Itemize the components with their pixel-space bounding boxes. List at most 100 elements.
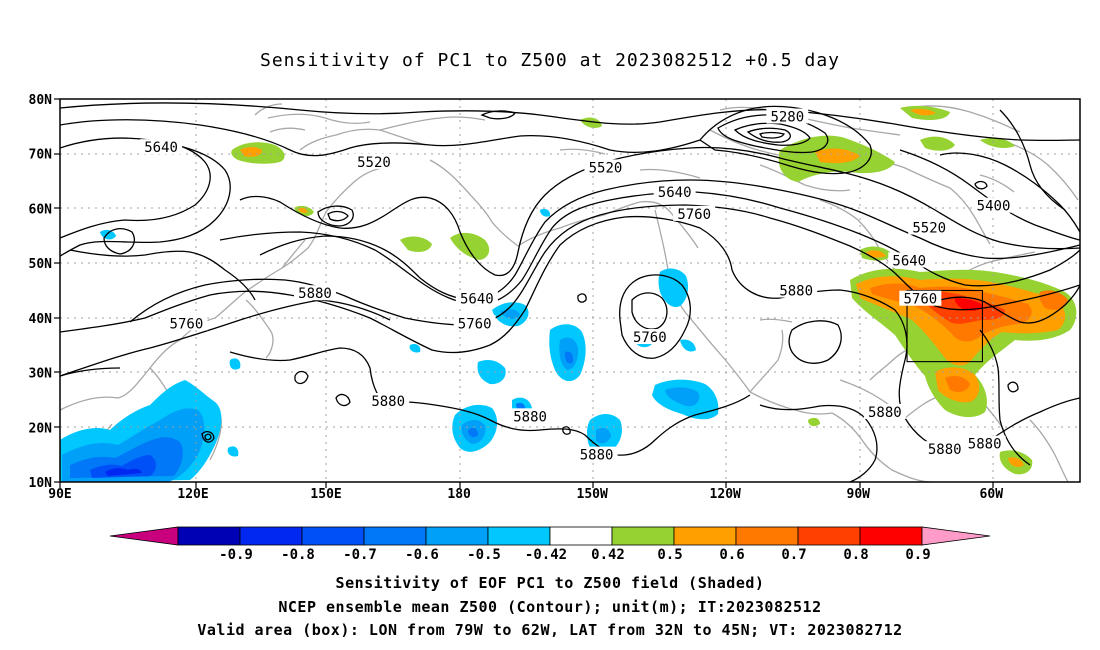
colorbar-label: -0.9: [219, 547, 253, 563]
contour-label: 5520: [357, 155, 391, 171]
contour-label-bg: [888, 252, 931, 268]
contour-label-bg: [509, 408, 552, 424]
contour-label: 5640: [460, 292, 494, 308]
colorbar-swatch: [735, 526, 799, 546]
contour-label-bg: [140, 139, 183, 155]
colorbar-label: 0.42: [591, 547, 625, 563]
contour-label: 5880: [580, 448, 614, 464]
colorbar-swatch: [239, 526, 303, 546]
contour-label: 5880: [928, 442, 962, 458]
colorbar-label: -0.5: [467, 547, 501, 563]
latitude-label: 80N: [29, 93, 53, 108]
contour-label: 5880: [371, 394, 405, 410]
contour-label: 5400: [977, 199, 1011, 215]
contour-label-bg: [628, 329, 671, 345]
latitude-label: 30N: [29, 367, 53, 382]
colorbar-label: 0.7: [781, 547, 806, 563]
map-title: Sensitivity of PC1 to Z500 at 2023082512…: [259, 50, 840, 71]
contour-label-bg: [775, 282, 818, 298]
contour-label-bg: [455, 290, 498, 306]
contour-label-bg: [653, 184, 696, 200]
longitude-label: 150E: [310, 487, 341, 502]
contour-label-bg: [972, 197, 1015, 213]
latitude-label: 70N: [29, 148, 53, 163]
contour-label: 5880: [513, 409, 547, 425]
contour-label-bg: [165, 315, 208, 331]
contour-label-bg: [766, 108, 809, 124]
latitude-label: 60N: [29, 202, 53, 217]
contour-label: 5520: [589, 160, 623, 176]
longitude-label: 120W: [710, 487, 741, 502]
contour-label: 5880: [968, 437, 1002, 453]
contour-label-bg: [908, 219, 951, 235]
latitude-label: 20N: [29, 421, 53, 436]
longitude-label: 120E: [177, 487, 208, 502]
colorbar-label: 0.5: [657, 547, 682, 563]
contour-label: 5640: [658, 185, 692, 201]
colorbar-labels: -0.9 -0.8 -0.7 -0.6 -0.5 -0.42 0.42 0.5 0.6 0.7 0.…: [219, 547, 931, 563]
colorbar-swatch: [673, 526, 737, 546]
colorbar-label: 0.9: [905, 547, 930, 563]
contour-label: 5760: [458, 316, 492, 332]
colorbar-low-triangle: [109, 526, 179, 546]
contour-label: 5880: [868, 405, 902, 421]
latitude-label: 10N: [29, 476, 53, 491]
longitude-labels: 90E 120E 150E 180 150W 120W 90W 60W: [48, 487, 1003, 502]
contour-label: 5880: [298, 286, 332, 302]
colorbar-label: 0.6: [719, 547, 744, 563]
contour-label-bg: [673, 205, 716, 221]
contour-label: 5880: [779, 284, 813, 300]
colorbar-swatch: [425, 526, 489, 546]
latitude-label: 40N: [29, 312, 53, 327]
contour-label-bg: [453, 315, 496, 331]
colorbar-swatch: [301, 526, 365, 546]
contour-labels: 5280 5520 5520 5640 5640 5760 5400 5520 5640 5760…: [140, 108, 1015, 464]
gridlines: [60, 99, 1080, 482]
contour-label-bg: [923, 441, 966, 457]
contour-label: 5520: [912, 221, 946, 237]
contour-label-bg: [963, 435, 1006, 451]
colorbar-swatch: [611, 526, 675, 546]
colorbar-swatch: [487, 526, 551, 546]
negative-sensitivity-shading: [60, 208, 719, 482]
colorbar-swatch: [363, 526, 427, 546]
contour-label-bg: [863, 403, 906, 419]
latitude-labels: 80N 70N 60N 50N 40N 30N 20N 10N: [29, 93, 53, 491]
contour-label: 5640: [144, 140, 178, 156]
contour-label-bg: [584, 159, 627, 175]
colorbar-swatch: [549, 526, 613, 546]
contour-label: 5760: [677, 207, 711, 223]
longitude-label: 150W: [577, 487, 608, 502]
colorbar-label: -0.8: [281, 547, 315, 563]
contour-label: 5760: [633, 330, 667, 346]
colorbar-label: 0.8: [843, 547, 868, 563]
longitude-label: 60W: [980, 487, 1004, 502]
contour-label: 5760: [170, 316, 204, 332]
colorbar-label: -0.6: [405, 547, 439, 563]
contour-label: 5760: [903, 292, 937, 308]
caption-contour: NCEP ensemble mean Z500 (Contour); unit(…: [278, 598, 822, 616]
colorbar-swatch: [859, 526, 923, 546]
longitude-label: 90E: [48, 487, 71, 502]
colorbar-swatch: [177, 526, 241, 546]
contour-label-bg: [367, 393, 410, 409]
colorbar-high-triangle: [921, 526, 991, 546]
latitude-label: 50N: [29, 257, 53, 272]
axis-ticks: [54, 98, 994, 488]
valid-area-box: [906, 289, 983, 363]
longitude-label: 90W: [847, 487, 871, 502]
contour-label: 5640: [892, 253, 926, 269]
contour-label-bg: [575, 446, 618, 462]
contour-label: 5280: [770, 110, 804, 126]
longitude-label: 180: [447, 487, 471, 502]
colorbar-swatch: [797, 526, 861, 546]
colorbar-label: -0.7: [343, 547, 377, 563]
colorbar: [109, 526, 991, 546]
contour-label-bg: [352, 153, 395, 169]
contour-label-bg: [294, 285, 336, 301]
plot-frame: [59, 98, 1081, 483]
colorbar-label: -0.42: [525, 547, 567, 563]
caption-valid-area: Valid area (box): LON from 79W to 62W, L…: [197, 621, 903, 639]
caption-shaded: Sensitivity of EOF PC1 to Z500 field (Sh…: [335, 574, 765, 592]
